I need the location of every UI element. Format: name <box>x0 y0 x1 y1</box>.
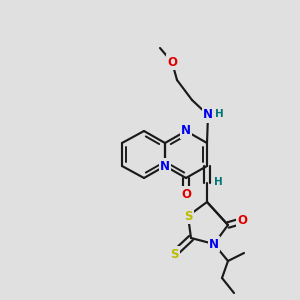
Text: S: S <box>184 209 192 223</box>
Text: N: N <box>209 238 219 250</box>
Text: O: O <box>167 56 177 68</box>
Text: S: S <box>170 248 178 260</box>
Text: N: N <box>203 109 213 122</box>
Text: N: N <box>160 160 170 172</box>
Text: H: H <box>214 109 224 119</box>
Text: O: O <box>237 214 247 227</box>
Text: H: H <box>214 177 222 187</box>
Text: O: O <box>181 188 191 200</box>
Text: N: N <box>181 124 191 137</box>
